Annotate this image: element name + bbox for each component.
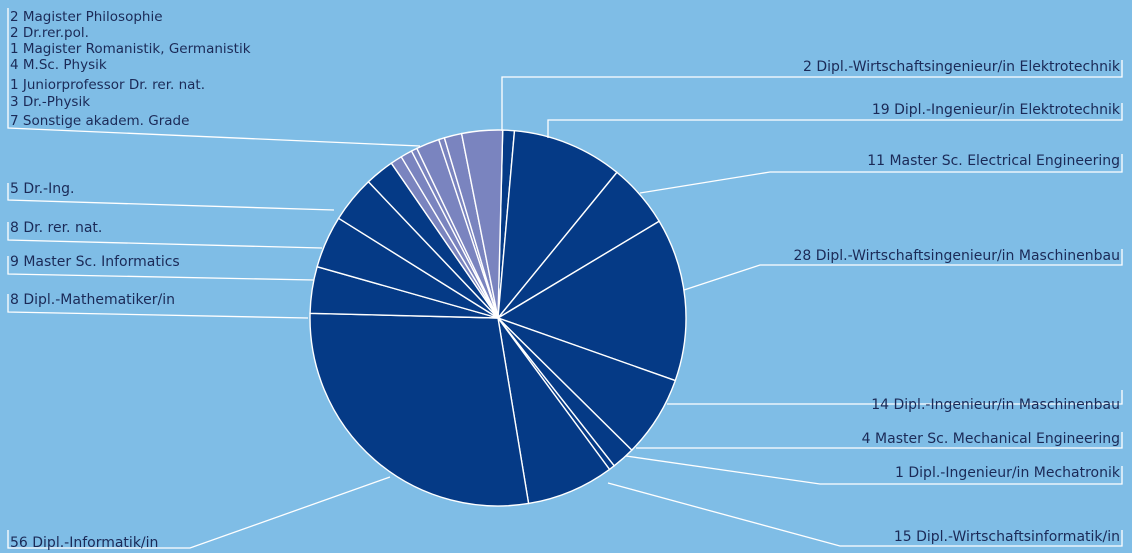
leader-line-1 <box>547 103 1123 138</box>
label-dr-rer-pol: 2 Dr.rer.pol. <box>10 25 89 41</box>
leader-line-6 <box>625 455 1123 485</box>
leader-line-10 <box>7 256 315 281</box>
label-master-me: 4 Master Sc. Mechanical Engineering <box>862 431 1120 447</box>
label-msc-physik: 4 M.Sc. Physik <box>10 57 107 73</box>
leader-line-11 <box>7 222 323 249</box>
label-dr-rer-nat: 8 Dr. rer. nat. <box>10 220 102 236</box>
leader-line-9 <box>7 294 309 319</box>
leader-line-3 <box>683 249 1123 291</box>
label-wirtsch-ing-maschinenbau: 28 Dipl.-Wirtschaftsingenieur/in Maschin… <box>793 248 1120 264</box>
leader-line-13 <box>7 8 421 147</box>
leader-line-8 <box>7 476 391 549</box>
label-dipl-ing-elektro: 19 Dipl.-Ingenieur/in Elektrotechnik <box>872 102 1121 118</box>
label-master-informatics: 9 Master Sc. Informatics <box>10 254 180 270</box>
leader-line-5 <box>636 432 1123 449</box>
pie-slice-8 <box>309 312 530 507</box>
label-dr-ing: 5 Dr.-Ing. <box>10 181 74 197</box>
label-sonstige: 7 Sonstige akadem. Grade <box>10 113 189 129</box>
label-dipl-ing-maschinenbau: 14 Dipl.-Ingenieur/in Maschinenbau <box>871 397 1120 413</box>
label-dipl-mathematiker: 8 Dipl.-Mathematiker/in <box>10 292 175 308</box>
label-wirtsch-ing-elektro: 2 Dipl.-Wirtschaftsingenieur/in Elektrot… <box>803 59 1121 75</box>
pie-slice-1 <box>497 129 618 321</box>
label-master-ee: 11 Master Sc. Electrical Engineering <box>867 153 1120 169</box>
label-dipl-informatik: 56 Dipl.-Informatik/in <box>10 535 158 551</box>
label-dr-physik: 3 Dr.-Physik <box>10 94 90 110</box>
leader-line-7 <box>607 482 1123 547</box>
pie-slice-19 <box>460 129 504 319</box>
leader-line-0 <box>501 60 1123 131</box>
label-dipl-ing-mechatronik: 1 Dipl.-Ingenieur/in Mechatronik <box>895 465 1121 481</box>
leader-line-4 <box>667 390 1123 405</box>
label-juniorprofessor: 1 Juniorprofessor Dr. rer. nat. <box>10 77 205 93</box>
label-wirtschaftsinformatik: 15 Dipl.-Wirtschaftsinformatik/in <box>894 529 1120 545</box>
label-magister-philosophie: 2 Magister Philosophie <box>10 9 163 25</box>
pie-slice-3 <box>496 220 687 382</box>
leader-line-2 <box>639 154 1123 194</box>
pie-slices <box>309 129 687 507</box>
leader-lines <box>7 8 1123 549</box>
leader-line-12 <box>7 183 335 211</box>
label-magister-romanistik: 1 Magister Romanistik, Germanistik <box>10 41 251 57</box>
